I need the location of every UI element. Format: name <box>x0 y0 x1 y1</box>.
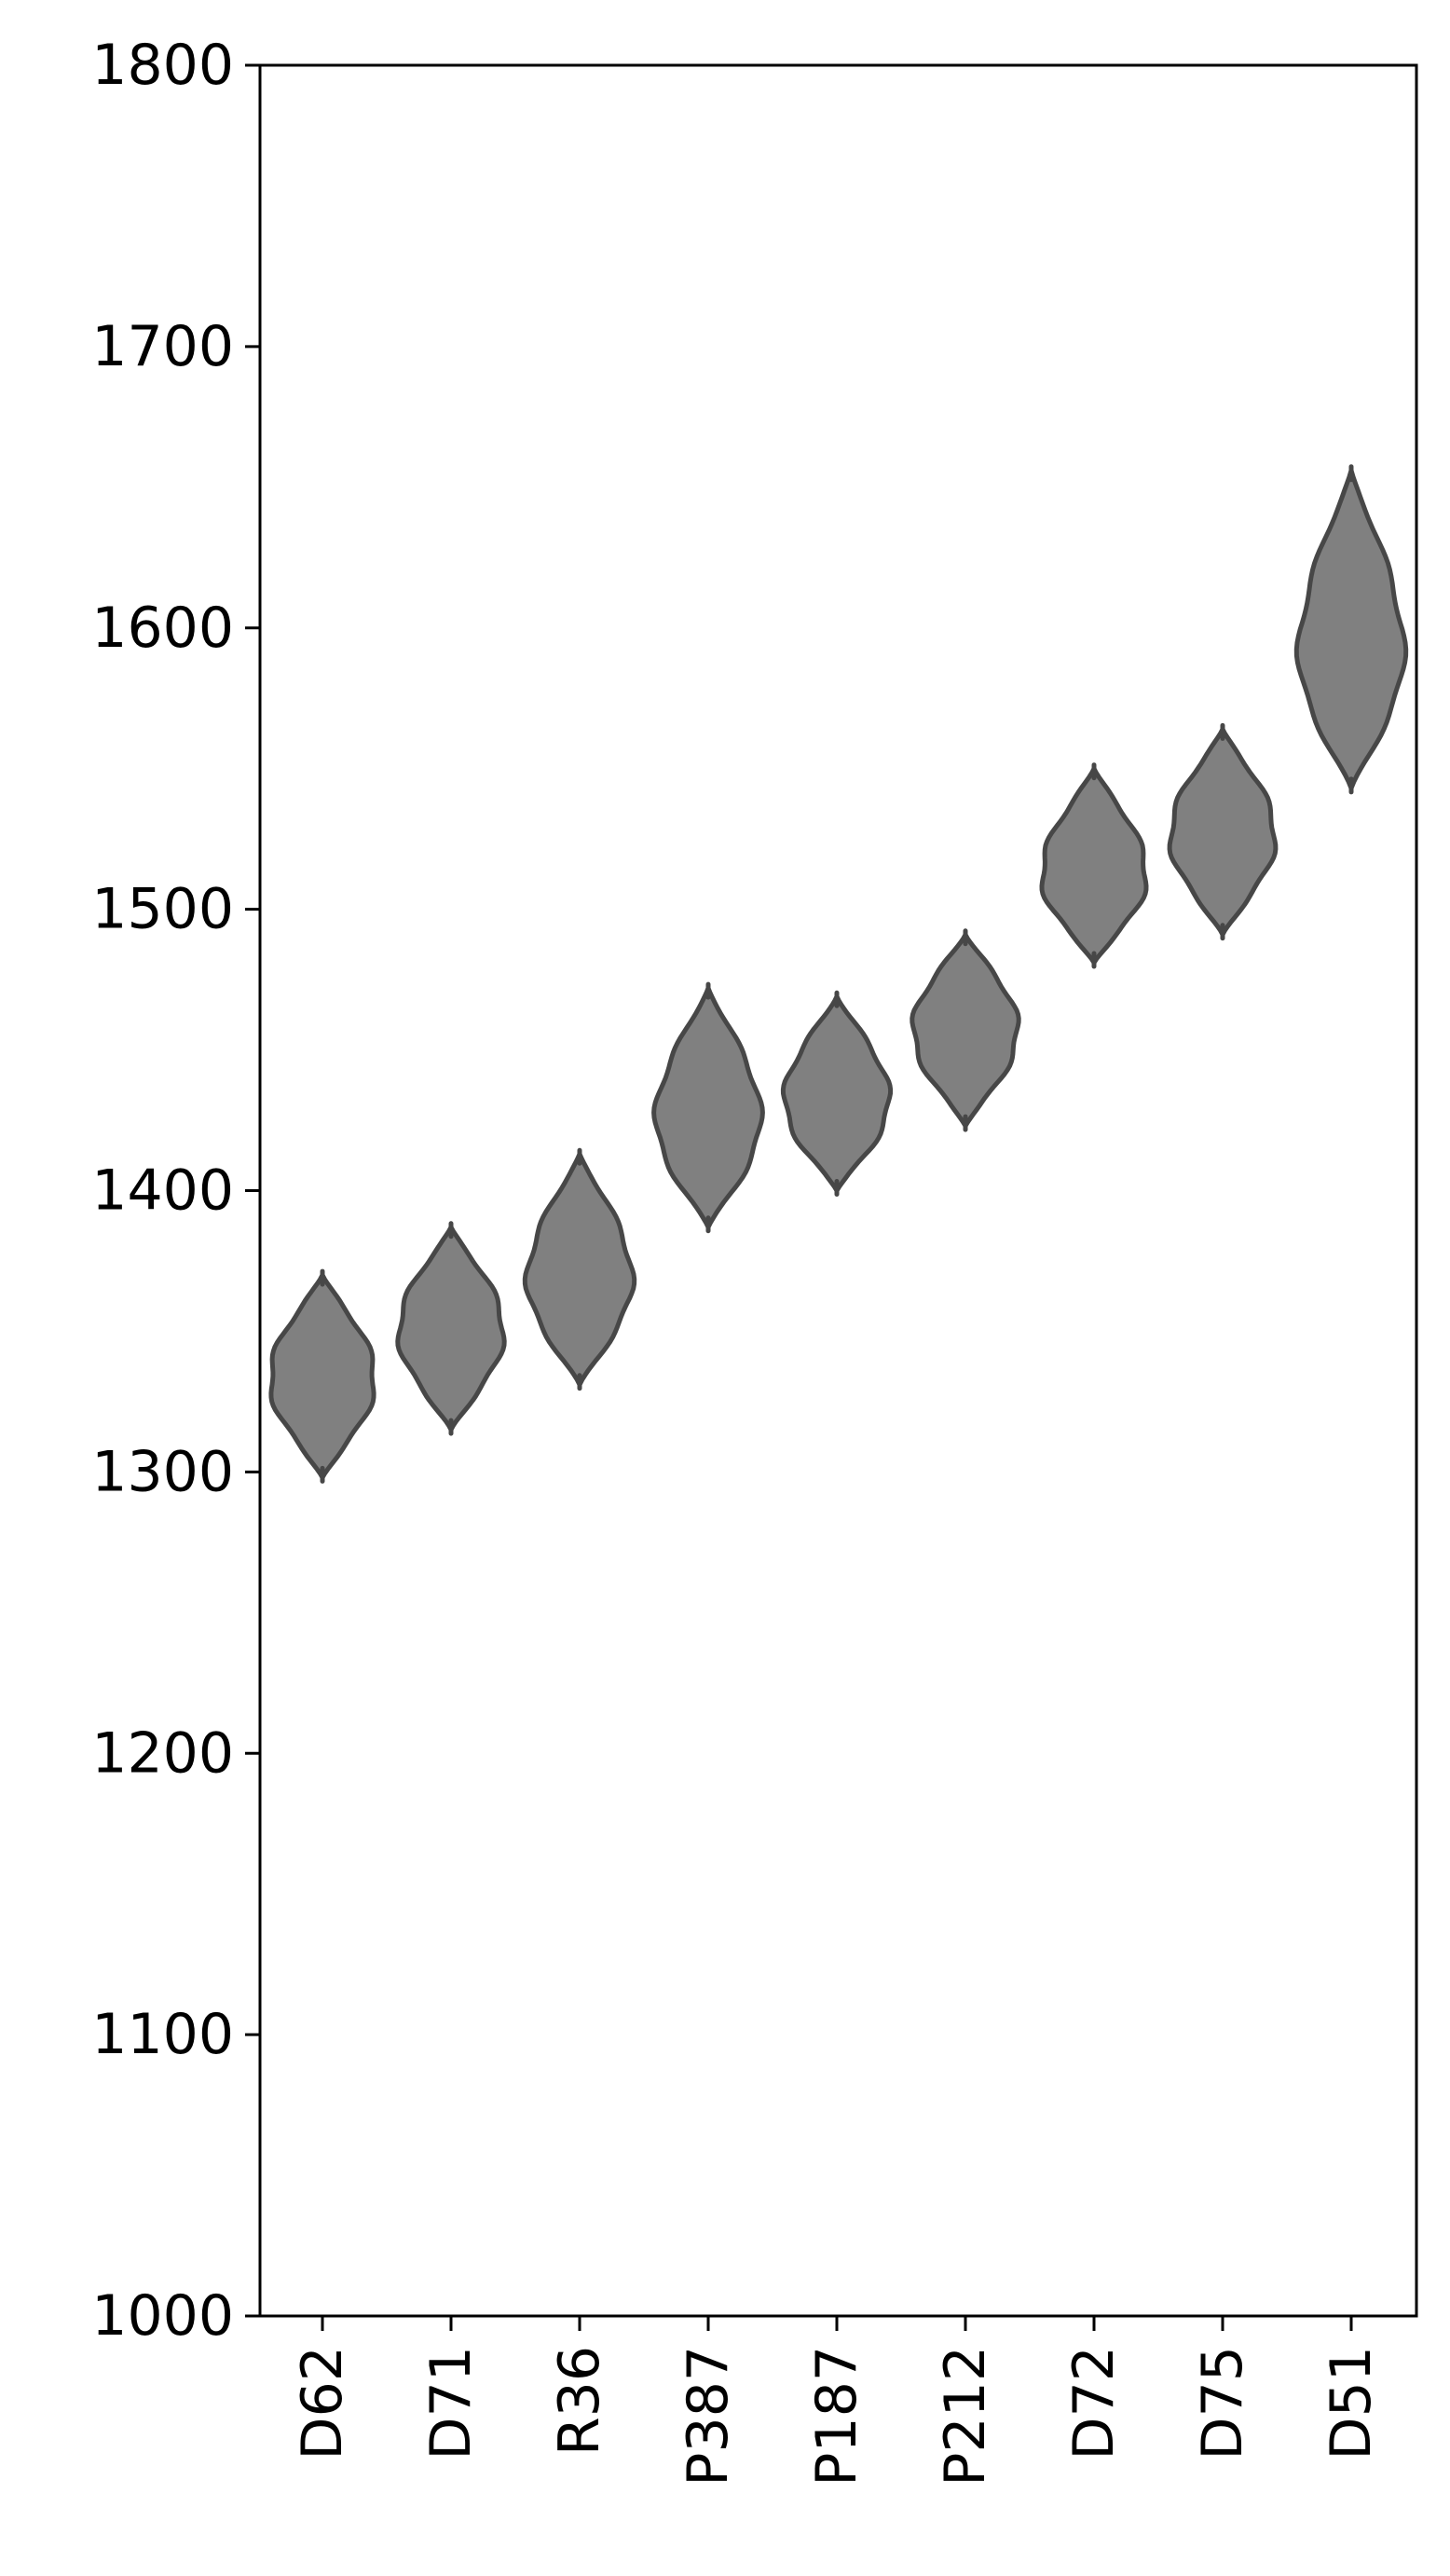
x-tick-label: P387 <box>676 2346 741 2487</box>
y-tick-label: 1700 <box>91 314 234 379</box>
y-tick-label: 1100 <box>91 2002 234 2067</box>
violin-d75 <box>1167 726 1279 938</box>
y-tick-label: 1200 <box>91 1720 234 1786</box>
x-tick-label: P187 <box>804 2346 869 2487</box>
y-tick-label: 1500 <box>91 877 234 942</box>
violin-d62 <box>268 1272 376 1480</box>
violin-p387 <box>651 985 765 1230</box>
y-tick-label: 1000 <box>91 2283 234 2349</box>
y-tick-label: 1300 <box>91 1439 234 1504</box>
violin-r36 <box>522 1151 637 1388</box>
violin-d72 <box>1039 766 1149 966</box>
y-tick-label: 1600 <box>91 596 234 661</box>
x-tick-label: D72 <box>1061 2346 1127 2460</box>
x-tick-label: P212 <box>933 2346 998 2487</box>
x-tick-label: D62 <box>290 2346 355 2460</box>
x-tick-label: D75 <box>1190 2346 1255 2460</box>
x-axis: D62 D71 R36 P387 P187 P212 D72 D75 D51 <box>290 2316 1384 2487</box>
y-tick-label: 1800 <box>91 33 234 98</box>
violin-p212 <box>910 932 1021 1129</box>
y-axis: 1000 1100 1200 1300 1400 1500 1600 1700 1800 <box>91 33 260 2349</box>
violin-d71 <box>395 1225 507 1432</box>
violin-layer <box>268 464 1409 1484</box>
x-tick-label: D51 <box>1319 2346 1384 2460</box>
violin-d51 <box>1293 468 1409 791</box>
x-tick-label: R36 <box>547 2346 612 2456</box>
x-tick-label: D71 <box>418 2346 484 2460</box>
y-tick-label: 1400 <box>91 1158 234 1224</box>
violin-p187 <box>780 993 894 1193</box>
